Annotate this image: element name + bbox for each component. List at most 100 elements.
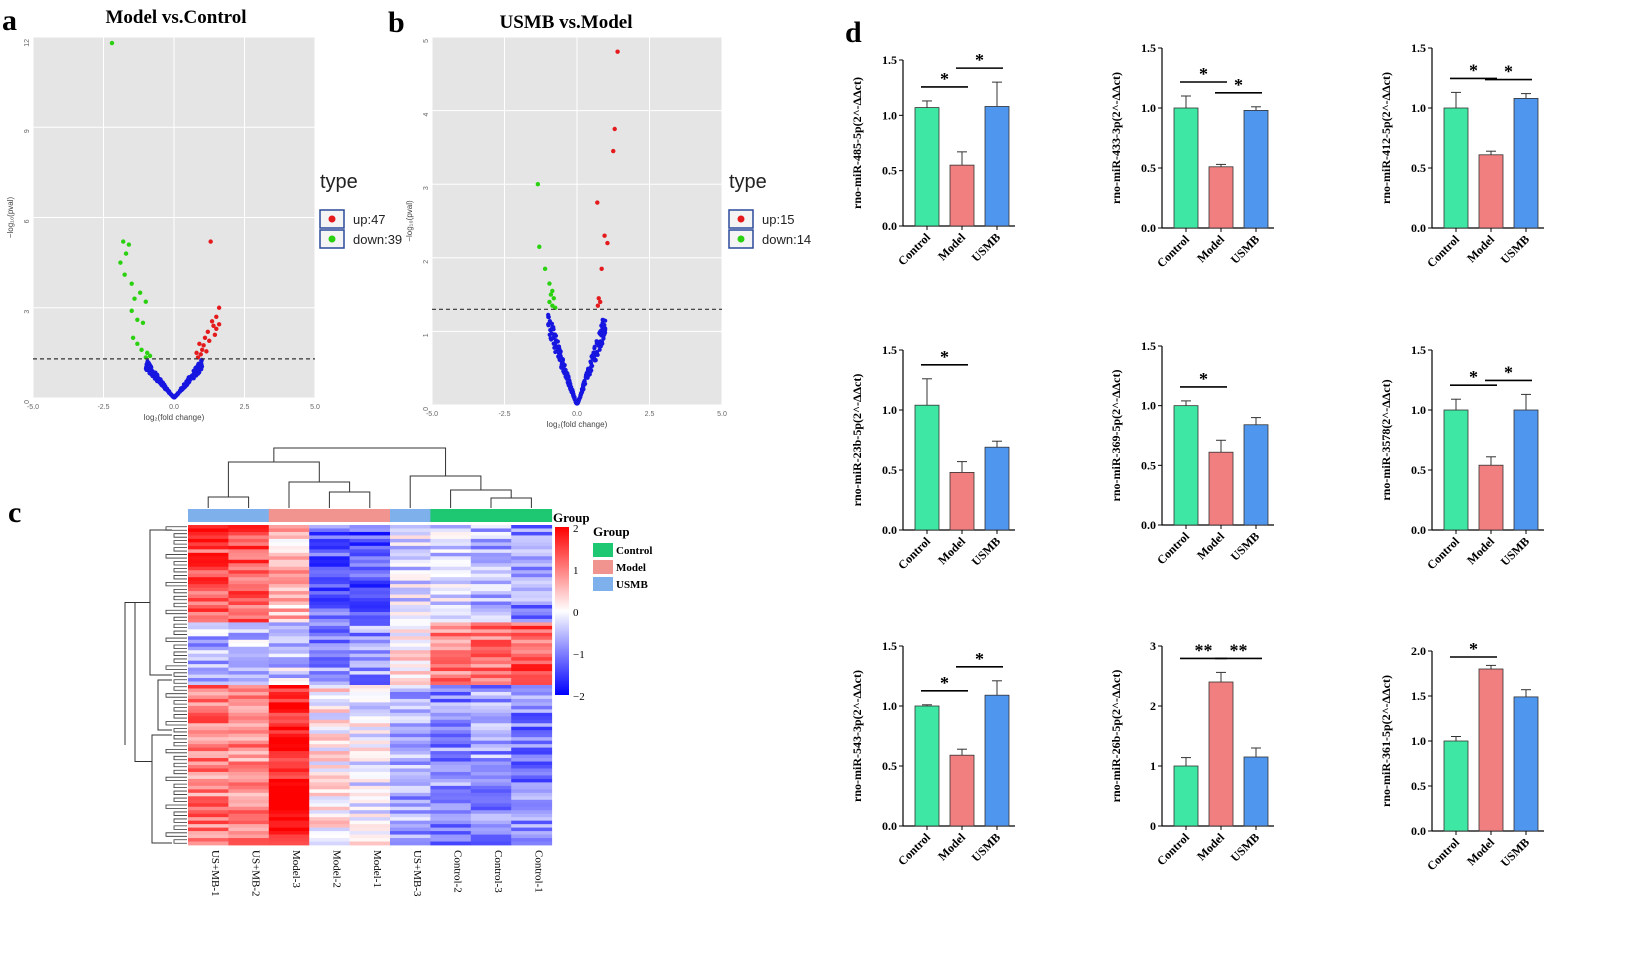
heatmap-cell <box>268 653 310 658</box>
heatmap-cell <box>228 667 270 672</box>
category-label: Control <box>1424 232 1462 270</box>
heatmap-cell <box>470 591 512 595</box>
bar-usmb <box>1513 696 1539 832</box>
heatmap-cell <box>470 792 512 797</box>
down-point <box>126 242 132 247</box>
heatmap-cell <box>228 577 270 582</box>
heatmap-cell <box>309 719 351 724</box>
heatmap-cell <box>228 792 270 797</box>
heatmap-cell <box>430 705 472 710</box>
heatmap-cell <box>390 531 431 536</box>
heatmap-cell <box>309 747 351 752</box>
heatmap-cell <box>430 598 472 602</box>
heatmap-cell <box>390 737 431 742</box>
bar-usmb <box>1513 409 1539 531</box>
heatmap-cell <box>430 678 472 682</box>
heatmap-cell <box>349 563 391 568</box>
heatmap-cell <box>430 667 472 672</box>
heatmap-cell <box>228 719 270 724</box>
heatmap-cell <box>188 601 229 606</box>
ns-point <box>558 350 563 355</box>
heatmap-cell <box>390 761 431 766</box>
heatmap-cell <box>390 778 431 783</box>
heatmap-cell <box>430 594 472 599</box>
heatmap-cell <box>511 570 553 575</box>
heatmap-cell <box>268 525 310 529</box>
heatmap-cell <box>349 542 391 547</box>
heatmap-cell <box>268 691 310 696</box>
heatmap-cell <box>511 577 553 582</box>
heatmap-cell <box>228 611 270 616</box>
heatmap-cell <box>228 685 270 689</box>
heatmap-cell <box>309 573 351 578</box>
heatmap-cell <box>228 775 270 780</box>
heatmap-cell <box>430 608 472 613</box>
heatmap-cell <box>470 695 512 700</box>
down-point <box>550 288 555 294</box>
heatmap-cell <box>511 765 553 769</box>
heatmap-cell <box>349 643 391 648</box>
heatmap-cell <box>188 827 229 832</box>
heatmap-cell <box>188 803 229 808</box>
heatmap-cell <box>390 834 431 839</box>
panel-label-c: c <box>8 496 21 529</box>
heatmap-cell <box>349 730 391 735</box>
y-tick-label: 1.0 <box>1411 734 1426 748</box>
heatmap-cell <box>470 559 512 564</box>
heatmap-cell <box>188 650 229 655</box>
heatmap-cell <box>390 587 431 592</box>
heatmap-cell <box>309 806 351 811</box>
heatmap-cell <box>228 538 270 543</box>
heatmap-cell <box>349 594 391 599</box>
bar-usmb <box>1243 756 1269 827</box>
heatmap-cell <box>309 702 351 707</box>
heatmap-cell <box>430 827 472 832</box>
group-legend-label: Control <box>616 545 652 557</box>
category-label: Control <box>895 230 933 268</box>
ns-point <box>547 332 552 337</box>
heatmap-cell <box>309 535 351 540</box>
heatmap-cell <box>511 678 553 682</box>
up-point <box>200 347 205 353</box>
y-tick-label: 1.5 <box>1411 689 1426 703</box>
bar-control <box>1443 740 1469 832</box>
down-point <box>147 353 153 359</box>
heatmap-cell <box>430 817 472 822</box>
heatmap-cell <box>268 765 310 769</box>
heatmap-cell <box>511 792 553 797</box>
heatmap-cell <box>430 615 472 620</box>
heatmap-cell <box>268 834 310 839</box>
heatmap-cell <box>430 716 472 721</box>
heatmap-cell <box>309 698 351 703</box>
y-tick-label: 0.0 <box>1411 523 1426 537</box>
column-dendrogram-branch <box>227 461 320 497</box>
heatmap-cell <box>430 838 472 842</box>
heatmap-cell <box>268 650 310 655</box>
category-label: USMB <box>1498 232 1532 266</box>
heatmap-cell <box>470 796 512 801</box>
heatmap-cell <box>188 545 229 550</box>
x-tick-label: 5.0 <box>717 411 727 418</box>
heatmap-cell <box>511 531 553 536</box>
heatmap-cell <box>309 577 351 582</box>
group-legend-key <box>593 560 613 574</box>
heatmap-cell <box>511 838 553 842</box>
legend-dot <box>328 215 336 223</box>
y-axis-label: rno-miR-3578(2^-ΔΔct) <box>1379 379 1393 500</box>
heatmap-cell <box>309 726 351 731</box>
heatmap-cell <box>511 824 553 829</box>
heatmap-cell <box>309 827 351 832</box>
heatmap-cell <box>470 799 512 804</box>
heatmap-cell <box>511 639 553 644</box>
heatmap-cell <box>390 799 431 804</box>
heatmap-cell <box>349 667 391 672</box>
group-annotation-cell <box>188 509 229 522</box>
heatmap-cell <box>349 598 391 602</box>
heatmap-cell <box>349 549 391 554</box>
heatmap-cell <box>349 545 391 550</box>
heatmap-cell <box>268 622 310 627</box>
up-point <box>598 299 603 305</box>
ns-point <box>556 344 562 349</box>
ns-point <box>601 336 606 341</box>
heatmap-cell <box>309 674 351 679</box>
